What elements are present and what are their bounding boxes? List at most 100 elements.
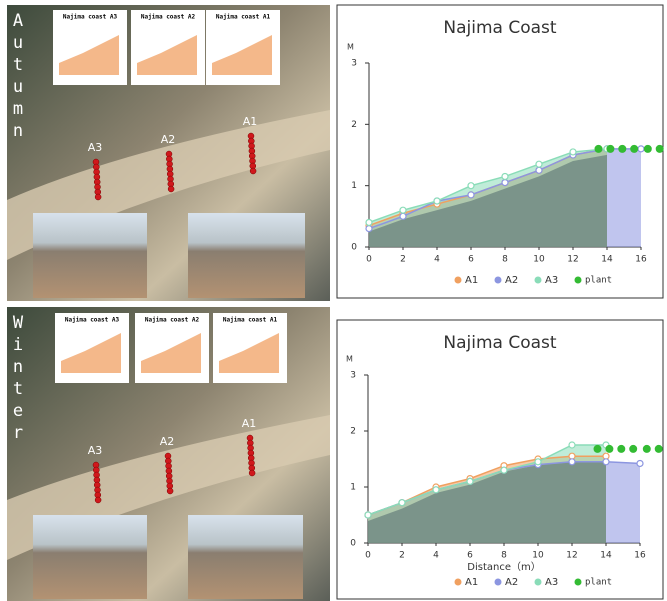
survey-marker [166,487,174,495]
mini-chart-shape [212,35,272,75]
plant-marker [630,144,639,153]
legend-label: A3 [545,577,558,588]
x-tick-label: 2 [400,255,406,265]
legend-swatch [454,276,462,284]
plant-marker [629,444,638,453]
point-label: A2 [160,435,175,448]
plant-marker [606,144,615,153]
point-label: A1 [242,417,257,430]
mini-chart-title: Najima coast A1 [223,317,278,324]
point-marker [365,225,373,233]
x-tick-label: 4 [433,551,439,561]
x-tick-label: 12 [567,255,578,265]
point-label: A1 [243,115,258,128]
plant-marker [643,144,652,153]
point-marker [365,218,373,227]
season-label: Autumn [8,11,28,143]
x-tick-label: 0 [365,551,371,561]
plant-marker [655,144,664,153]
survey-marker [248,469,256,477]
mini-chart-shape [59,35,119,75]
point-marker [568,441,576,449]
y-tick-label: 0 [351,243,357,253]
area-shade [369,154,607,247]
x-axis-label: Distance（m） [467,561,540,573]
plant-marker [618,144,627,153]
point-label: A3 [88,141,103,154]
point-marker [501,179,509,187]
legend-label: A2 [505,275,518,286]
series-line [367,444,606,516]
point-marker [535,160,543,168]
point-marker [501,172,509,181]
y-tick-label: 3 [350,371,356,381]
point-marker [399,212,407,220]
mini-chart-title: Najima coast A1 [216,14,271,21]
legend-label: A1 [465,275,478,286]
point-label: A3 [88,444,103,457]
point-marker [602,458,610,466]
chart-frame [336,319,664,600]
legend-swatch [494,578,502,586]
y-tick-label: 2 [351,120,357,130]
season-label: Winter [8,313,28,445]
x-tick-label: 14 [600,551,612,561]
x-tick-label: 2 [399,551,405,561]
x-tick-label: 0 [366,255,372,265]
area-fill [368,445,606,543]
plant-marker [617,444,626,453]
mini-chart-title: Najima coast A3 [65,317,120,324]
y-tick-label: 0 [350,539,356,549]
y-tick-label: 1 [351,181,357,191]
mini-chart-title: Najima coast A3 [63,14,118,21]
legend-swatch [454,578,462,586]
plant-marker [642,444,651,453]
point-marker [467,191,475,199]
mini-chart-shape [219,333,279,373]
survey-marker [94,193,102,201]
mini-chart-shape [137,35,197,75]
x-tick-label: 10 [533,255,545,265]
chart-title: Najima Coast [443,18,557,38]
x-tick-label: 4 [434,255,440,265]
legend-swatch [534,276,542,284]
y-axis-label: M [347,43,354,52]
mini-chart-title: Najima coast A2 [141,14,196,21]
y-tick-label: 2 [350,427,356,437]
point-marker [535,166,543,174]
x-tick-label: 16 [635,255,647,265]
legend-label: A1 [465,577,478,588]
series-line [368,148,608,224]
point-marker [466,477,474,485]
point-marker [467,182,475,190]
plant-marker [594,144,603,153]
point-marker [399,206,407,214]
survey-marker [94,496,102,504]
x-tick-label: 6 [467,551,473,561]
point-marker [637,145,645,153]
legend-swatch [534,578,542,586]
plant-marker [605,444,614,453]
mini-chart-shape [141,333,201,373]
plant-marker [654,444,663,453]
x-tick-label: 16 [634,551,646,561]
survey-marker [167,185,175,193]
plant-marker [593,444,602,453]
x-tick-label: 10 [532,551,544,561]
point-marker [636,459,644,468]
x-tick-label: 6 [468,255,474,265]
point-marker [364,511,372,519]
point-marker [433,197,441,205]
y-axis-label: M [346,355,353,364]
point-marker [398,499,406,507]
x-tick-label: 14 [601,255,613,265]
legend-swatch [494,276,502,284]
mini-chart-title: Najima coast A2 [145,317,200,324]
x-tick-label: 12 [566,551,577,561]
survey-marker [249,167,257,175]
legend-label: plant [585,578,612,588]
legend-swatch [574,578,582,586]
chart-title: Najima Coast [443,333,557,353]
area-shade [368,462,606,543]
